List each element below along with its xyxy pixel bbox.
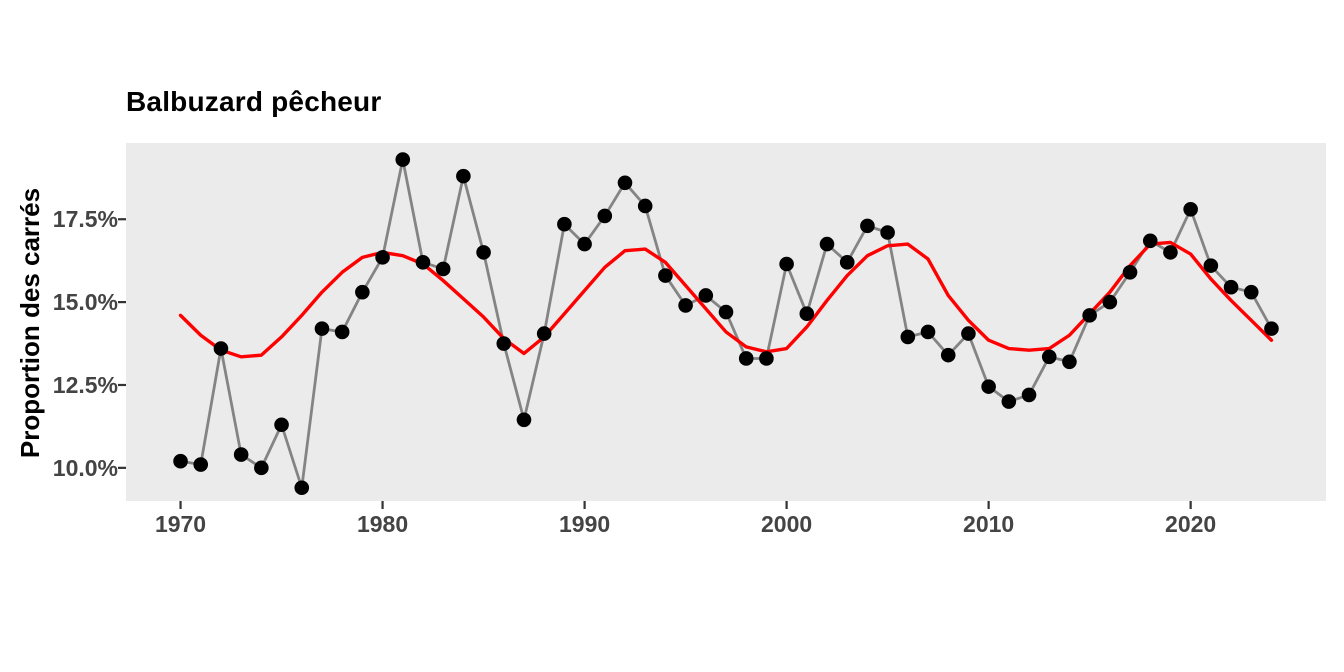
y-tick-label: 17.5% <box>52 206 118 233</box>
data-point <box>940 347 956 363</box>
data-point <box>213 341 229 356</box>
data-point <box>597 208 613 224</box>
data-point <box>435 261 451 277</box>
data-point <box>1102 294 1118 310</box>
data-point <box>1142 233 1158 249</box>
data-point <box>779 256 794 272</box>
x-tick-label: 2000 <box>761 511 813 537</box>
data-point <box>1264 321 1279 336</box>
x-tick-label: 2020 <box>1165 511 1217 537</box>
data-point <box>314 321 330 336</box>
data-point <box>718 304 734 320</box>
data-point <box>961 326 976 341</box>
data-point <box>536 326 552 341</box>
x-tick-label: 2010 <box>963 511 1015 537</box>
data-point <box>698 288 714 303</box>
data-point <box>516 412 532 428</box>
data-point <box>1243 284 1259 300</box>
data-point <box>456 168 471 184</box>
data-point <box>658 268 673 283</box>
data-point <box>860 218 875 234</box>
data-point <box>617 175 633 191</box>
y-tick-label: 15.0% <box>52 289 118 316</box>
data-point <box>1122 264 1138 280</box>
data-point <box>496 336 512 351</box>
data-point <box>415 255 431 270</box>
data-point <box>759 351 774 366</box>
data-point <box>254 460 269 476</box>
data-point <box>637 198 653 214</box>
plot-panel <box>126 143 1326 501</box>
data-point <box>557 216 572 232</box>
data-point <box>738 351 754 366</box>
data-point <box>839 255 855 270</box>
data-point <box>233 447 249 462</box>
data-point <box>1082 308 1097 323</box>
data-point <box>1062 354 1077 370</box>
data-point <box>173 453 188 469</box>
data-point <box>900 329 916 345</box>
data-point <box>1183 201 1198 217</box>
data-point <box>1041 349 1057 365</box>
x-tick-label: 1990 <box>558 511 611 537</box>
y-tick-label: 10.0% <box>52 454 118 481</box>
observations-line <box>179 158 1273 490</box>
data-point <box>274 417 289 433</box>
data-point <box>799 306 815 322</box>
data-point <box>1163 245 1178 260</box>
y-tick-label: 12.5% <box>52 371 118 398</box>
x-tick-label: 1980 <box>356 511 409 537</box>
chart-title: Balbuzard pêcheur <box>126 86 382 117</box>
data-point <box>1203 258 1219 273</box>
data-point <box>819 236 835 252</box>
data-point <box>334 324 350 340</box>
x-tick-label: 1970 <box>154 511 207 537</box>
data-point <box>1021 387 1037 403</box>
data-point <box>880 225 895 240</box>
data-point <box>981 379 996 394</box>
data-point <box>1223 279 1239 295</box>
data-point <box>294 480 310 496</box>
data-point <box>920 324 936 340</box>
data-point <box>375 250 390 265</box>
data-point <box>678 298 693 313</box>
data-point <box>476 245 491 260</box>
data-point <box>577 236 592 252</box>
data-point <box>355 284 370 300</box>
data-point <box>193 457 209 472</box>
data-point <box>1001 394 1017 409</box>
data-point <box>395 152 411 167</box>
